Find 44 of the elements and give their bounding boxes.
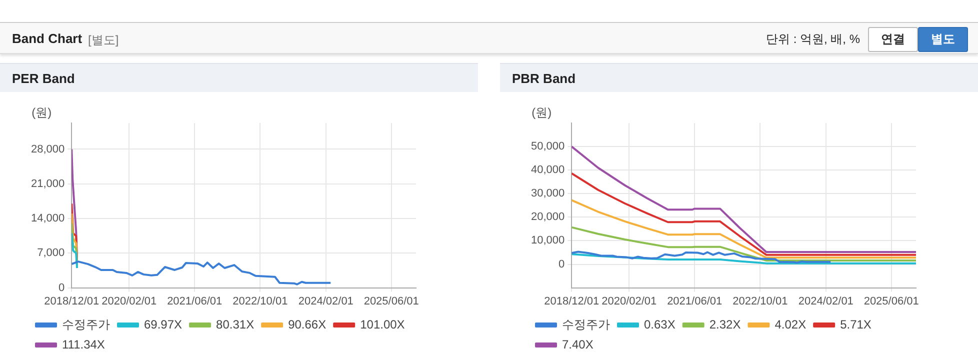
y-tick-label: 28,000: [30, 143, 65, 156]
y-tick-label: 40,000: [530, 164, 565, 176]
x-tick-label: 2025/06/01: [364, 295, 419, 308]
y-axis-title: (원): [532, 105, 552, 120]
x-tick-label: 2018/12/01: [44, 295, 100, 308]
x-tick-label: 2021/06/01: [667, 295, 722, 308]
x-tick-label: 2024/02/01: [798, 295, 854, 308]
y-tick-label: 0: [58, 282, 65, 294]
text: [별도]: [88, 32, 119, 49]
x-tick-label: 2020/02/01: [602, 295, 657, 308]
y-tick-label: 10,000: [530, 234, 565, 247]
text: 별도: [918, 27, 968, 52]
legend-label: 4.02X: [774, 317, 806, 332]
text: Band Chart: [12, 31, 82, 46]
y-tick-label: 30,000: [530, 188, 565, 200]
legend-label: 90.66X: [288, 317, 326, 332]
y-tick-label: 21,000: [30, 178, 65, 190]
x-tick-label: 2024/02/01: [298, 295, 354, 308]
legend-label: 5.71X: [840, 317, 872, 332]
legend-label: 수정주가: [562, 317, 610, 332]
legend-label: 0.63X: [644, 317, 676, 332]
y-tick-label: 7,000: [37, 247, 65, 260]
legend-label: 111.34X: [62, 337, 105, 352]
x-tick-label: 2020/02/01: [102, 295, 157, 308]
x-tick-label: 2022/10/01: [732, 295, 788, 308]
y-tick-label: 0: [558, 258, 565, 270]
legend-label: 7.40X: [562, 337, 594, 352]
y-tick-label: 50,000: [530, 140, 565, 153]
text: 연결: [868, 27, 918, 52]
legend-label: 69.97X: [144, 317, 182, 332]
legend-label: 수정주가: [62, 317, 110, 332]
x-tick-label: 2022/10/01: [232, 295, 288, 308]
x-tick-label: 2021/06/01: [167, 295, 222, 308]
y-tick-label: 20,000: [530, 211, 565, 224]
text: 단위 : 억원, 배, %: [766, 31, 860, 48]
x-tick-label: 2025/06/01: [864, 295, 919, 308]
y-axis-title: (원): [32, 105, 52, 120]
legend-label: 2.32X: [709, 317, 741, 332]
chart-title: PBR Band: [500, 63, 978, 92]
y-tick-label: 14,000: [30, 212, 65, 225]
legend-label: 101.00X: [360, 317, 405, 332]
legend-label: 80.31X: [216, 317, 254, 332]
x-tick-label: 2018/12/01: [544, 295, 600, 308]
chart-title: PER Band: [0, 63, 478, 92]
